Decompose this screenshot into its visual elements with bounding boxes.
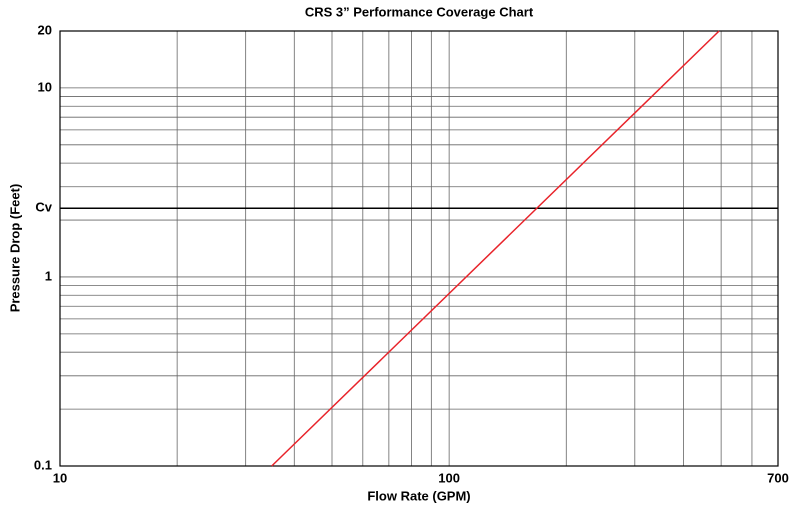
chart-title: CRS 3” Performance Coverage Chart: [305, 4, 534, 19]
y-tick-label: 20: [38, 22, 52, 37]
plot-frame: [59, 30, 779, 467]
x-axis-label: Flow Rate (GPM): [367, 488, 470, 503]
x-tick-label: 10: [53, 470, 67, 485]
y-tick-label: Cv: [35, 200, 52, 215]
x-tick-label: 700: [767, 470, 789, 485]
y-tick-label: 1: [45, 268, 52, 283]
y-tick-label: 10: [38, 79, 52, 94]
x-tick-label: 100: [438, 470, 460, 485]
data-line: [271, 30, 720, 467]
y-tick-label: 0.1: [34, 457, 52, 472]
y-axis-label: Pressure Drop (Feet): [7, 184, 22, 313]
